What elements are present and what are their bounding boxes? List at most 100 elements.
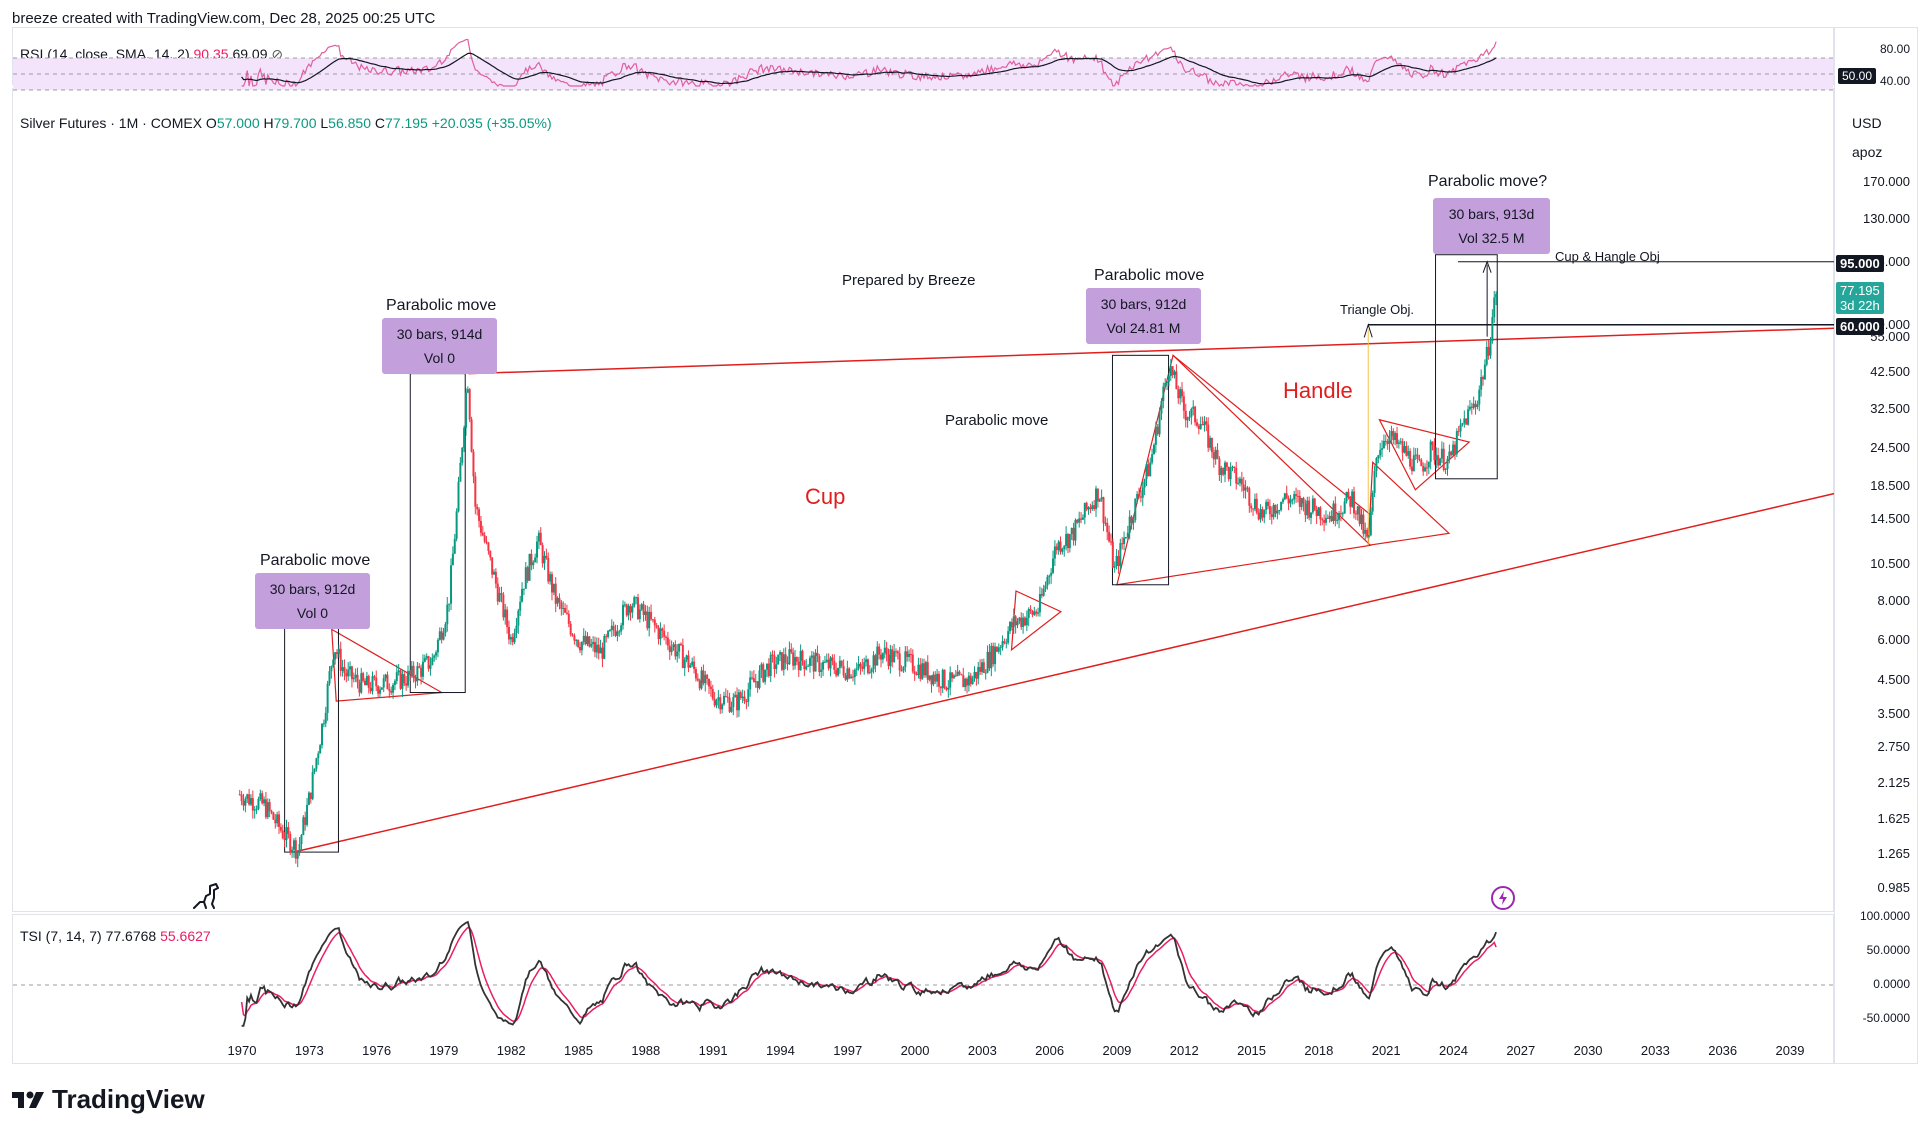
candle-body bbox=[837, 667, 840, 676]
candle-body bbox=[1179, 389, 1182, 399]
candle-body bbox=[663, 630, 666, 637]
tsi-signal-line bbox=[240, 926, 1497, 1023]
handle-label: Handle bbox=[1283, 378, 1353, 403]
candle-body bbox=[1448, 451, 1451, 459]
stats-box-4-line1: 30 bars, 913d bbox=[1448, 206, 1535, 222]
ohlc-o-label: O bbox=[205, 115, 217, 131]
candle-body bbox=[700, 670, 703, 689]
candle-body bbox=[319, 745, 322, 754]
candle-body bbox=[259, 793, 262, 799]
candle-body bbox=[814, 652, 817, 672]
candle-body bbox=[1433, 444, 1436, 461]
candle-body bbox=[956, 671, 959, 677]
candle-body bbox=[831, 657, 834, 661]
candle-body bbox=[1143, 479, 1146, 488]
time-axis-label: 2024 bbox=[1439, 1043, 1468, 1058]
candle-body bbox=[1181, 389, 1184, 397]
candle-body bbox=[1388, 436, 1391, 444]
candle-body bbox=[833, 660, 836, 670]
candle-body bbox=[392, 684, 395, 693]
candle-body bbox=[732, 697, 735, 708]
candle-body bbox=[334, 652, 337, 660]
candle-body bbox=[1111, 541, 1114, 568]
candle-body bbox=[818, 655, 821, 672]
candle-body bbox=[1487, 346, 1490, 356]
candle-body bbox=[728, 697, 731, 712]
candle-body bbox=[556, 597, 559, 604]
candle-body bbox=[1020, 617, 1023, 627]
candle-body bbox=[345, 672, 348, 677]
candle-body bbox=[1270, 514, 1273, 518]
candle-body bbox=[552, 583, 555, 593]
candle-body bbox=[377, 686, 380, 694]
candle-body bbox=[1171, 366, 1174, 375]
stats-box-1[interactable]: 30 bars, 912d Vol 0 bbox=[255, 573, 370, 629]
price-scale-panel[interactable] bbox=[1834, 27, 1918, 1064]
candle-body bbox=[665, 636, 668, 638]
time-axis-label: 2039 bbox=[1775, 1043, 1805, 1058]
candle-body bbox=[1216, 449, 1219, 459]
candle-body bbox=[1154, 426, 1157, 445]
tsi-plot bbox=[13, 920, 1833, 1027]
candle-body bbox=[1248, 488, 1251, 506]
candle-body bbox=[313, 768, 316, 772]
candle-body bbox=[894, 651, 897, 653]
candle-body bbox=[859, 663, 862, 667]
parabolic-range-box bbox=[1111, 354, 1170, 586]
candle-body bbox=[874, 655, 877, 666]
candle-body bbox=[1311, 498, 1314, 513]
candle-body bbox=[562, 608, 565, 610]
eye-off-icon[interactable]: ⊘ bbox=[271, 46, 284, 62]
last-price-tag: 77.195 3d 22h bbox=[1836, 282, 1884, 314]
candle-body bbox=[1160, 400, 1163, 414]
triangle-obj-label: Triangle Obj. bbox=[1340, 302, 1414, 317]
candle-body bbox=[1276, 510, 1279, 514]
price-axis-label: 24.500 bbox=[1870, 439, 1910, 455]
candle-body bbox=[407, 671, 410, 686]
symbol-label[interactable]: Silver Futures · 1M · COMEX bbox=[20, 115, 203, 131]
flash-icon[interactable] bbox=[1490, 885, 1516, 916]
candle-body bbox=[1156, 426, 1159, 435]
candle-body bbox=[1035, 611, 1038, 614]
candle-body bbox=[1478, 389, 1481, 405]
candle-body bbox=[448, 603, 451, 605]
candle-body bbox=[603, 636, 606, 659]
candle-body bbox=[1474, 403, 1477, 407]
candle-body bbox=[967, 675, 970, 686]
candle-body bbox=[593, 641, 596, 653]
candle-body bbox=[380, 687, 383, 690]
tsi-pane[interactable] bbox=[12, 914, 1834, 1064]
candle-body bbox=[988, 651, 991, 669]
stats-box-4[interactable]: 30 bars, 913d Vol 32.5 M bbox=[1433, 198, 1550, 254]
candle-body bbox=[1227, 467, 1230, 480]
candle-body bbox=[1356, 506, 1359, 515]
time-axis-label: 2018 bbox=[1304, 1043, 1334, 1058]
time-axis-label: 1970 bbox=[227, 1043, 257, 1058]
candle-body bbox=[1139, 496, 1142, 498]
candle-body bbox=[865, 659, 868, 663]
candle-body bbox=[674, 644, 677, 657]
candle-body bbox=[941, 669, 944, 689]
candle-body bbox=[1457, 431, 1460, 433]
candle-body bbox=[861, 666, 864, 669]
arrow-head bbox=[1482, 260, 1492, 273]
scale-mode-label[interactable]: apoz bbox=[1852, 144, 1883, 160]
tradingview-logo[interactable]: TradingView bbox=[12, 1084, 205, 1115]
stats-box-2[interactable]: 30 bars, 914d Vol 0 bbox=[382, 318, 497, 374]
candle-body bbox=[317, 753, 320, 759]
candle-body bbox=[908, 653, 911, 657]
candle-body bbox=[341, 667, 344, 671]
candle-body bbox=[797, 661, 800, 671]
candle-body bbox=[777, 654, 780, 665]
candle-body bbox=[1089, 507, 1092, 510]
candle-body bbox=[1225, 462, 1228, 468]
breakout-triangle bbox=[1367, 460, 1451, 547]
candle-body bbox=[1175, 371, 1178, 390]
candle-body bbox=[1184, 410, 1187, 421]
candle-body bbox=[752, 677, 755, 683]
currency-label[interactable]: USD bbox=[1852, 115, 1882, 131]
candle-body bbox=[1261, 509, 1264, 518]
time-axis-label: 1985 bbox=[564, 1043, 593, 1058]
stats-box-3[interactable]: 30 bars, 912d Vol 24.81 M bbox=[1086, 288, 1201, 344]
